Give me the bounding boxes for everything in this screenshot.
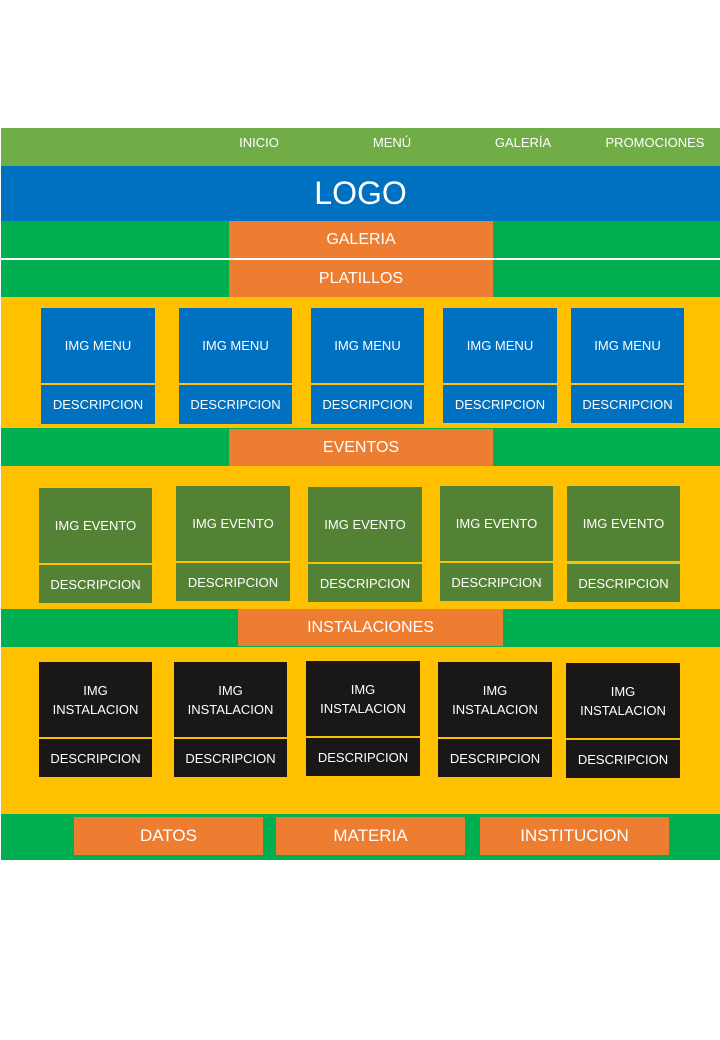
nav-item-promociones[interactable]: PROMOCIONES — [605, 134, 705, 150]
event-description-3: DESCRIPCION — [308, 564, 422, 602]
event-image-3[interactable]: IMG EVENTO — [308, 487, 422, 562]
nav-item-menu[interactable]: MENÚ — [372, 134, 412, 150]
nav-item-galeria[interactable]: GALERÍA — [494, 134, 552, 150]
event-image-1[interactable]: IMG EVENTO — [39, 488, 152, 563]
footer-datos-button[interactable]: DATOS — [74, 817, 263, 855]
logo[interactable]: LOGO — [314, 175, 407, 211]
menu-image-3[interactable]: IMG MENU — [311, 308, 424, 383]
menu-description-1: DESCRIPCION — [41, 385, 155, 424]
menu-image-1[interactable]: IMG MENU — [41, 308, 155, 383]
menu-image-4[interactable]: IMG MENU — [443, 308, 557, 383]
nav-item-inicio[interactable]: INICIO — [239, 134, 279, 150]
event-description-5: DESCRIPCION — [567, 564, 680, 602]
event-image-2[interactable]: IMG EVENTO — [176, 486, 290, 561]
installation-image-3[interactable]: IMG INSTALACION — [306, 661, 420, 736]
platillos-label[interactable]: PLATILLOS — [229, 260, 493, 297]
installation-description-1: DESCRIPCION — [39, 739, 152, 777]
footer-materia-button[interactable]: MATERIA — [276, 817, 465, 855]
menu-image-5[interactable]: IMG MENU — [571, 308, 684, 383]
event-image-4[interactable]: IMG EVENTO — [440, 486, 553, 561]
galeria-label[interactable]: GALERIA — [229, 221, 493, 258]
installation-description-4: DESCRIPCION — [438, 739, 552, 777]
menu-image-2[interactable]: IMG MENU — [179, 308, 292, 383]
footer-institucion-button[interactable]: INSTITUCION — [480, 817, 669, 855]
installation-image-1[interactable]: IMG INSTALACION — [39, 662, 152, 737]
installation-image-5[interactable]: IMG INSTALACION — [566, 663, 680, 738]
installation-image-2[interactable]: IMG INSTALACION — [174, 662, 287, 737]
installation-description-5: DESCRIPCION — [566, 740, 680, 778]
menu-description-4: DESCRIPCION — [443, 385, 557, 423]
instalaciones-label[interactable]: INSTALACIONES — [238, 609, 503, 646]
event-image-5[interactable]: IMG EVENTO — [567, 486, 680, 561]
menu-description-3: DESCRIPCION — [311, 385, 424, 424]
installation-description-3: DESCRIPCION — [306, 738, 420, 776]
menu-description-2: DESCRIPCION — [179, 385, 292, 424]
installation-image-4[interactable]: IMG INSTALACION — [438, 662, 552, 737]
logo-bar: LOGO — [1, 166, 720, 221]
event-description-4: DESCRIPCION — [440, 563, 553, 601]
event-description-1: DESCRIPCION — [39, 565, 152, 603]
eventos-label[interactable]: EVENTOS — [229, 429, 493, 466]
installation-description-2: DESCRIPCION — [174, 739, 287, 777]
event-description-2: DESCRIPCION — [176, 563, 290, 601]
top-nav-bar: INICIO MENÚ GALERÍA PROMOCIONES — [1, 128, 720, 166]
menu-description-5: DESCRIPCION — [571, 385, 684, 423]
